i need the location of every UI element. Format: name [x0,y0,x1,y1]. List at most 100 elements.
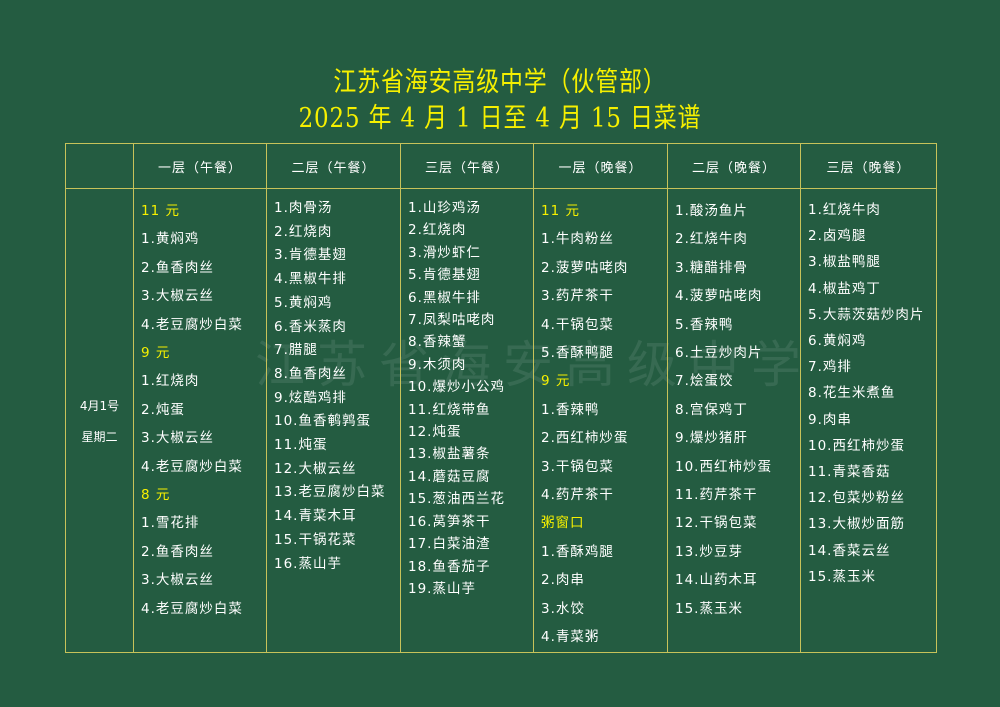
menu-item: 5.黄焖鸡 [274,294,333,311]
menu-item: 12.大椒云丝 [274,460,357,477]
menu-item: 7.烩蛋饺 [675,373,734,390]
menu-item: 18.鱼香茄子 [408,558,491,575]
menu-item: 11.红烧带鱼 [408,401,491,418]
header-floor3-lunch: 三层（午餐） [400,143,534,189]
menu-item: 4.菠萝咕咾肉 [675,288,763,305]
menu-item: 15.葱油西兰花 [408,491,505,508]
menu-item: 7.凤梨咕咾肉 [408,312,496,329]
menu-item: 1.黄焖鸡 [141,231,200,248]
menu-column: 1.山珍鸡汤 2.红烧肉 3.滑炒虾仁 5.肯德基翅 6.黑椒牛排 7.凤梨咕咾肉 8.香辣… [400,188,534,653]
menu-item: 16.蒸山芋 [274,555,342,572]
menu-item: 1.雪花排 [141,515,200,532]
menu-item: 1.肉骨汤 [274,200,333,216]
menu-item: 10.鱼香鹌鹑蛋 [274,413,371,430]
menu-item: 19.蒸山芋 [408,580,476,597]
menu-item: 10.西红柿炒蛋 [675,458,772,475]
menu-column: 11 元 1.牛肉粉丝 2.菠萝咕咾肉 3.药芹茶干 4.干锅包菜 5.香酥鸭腿 9 元 1.… [533,188,668,653]
menu-item: 3.大椒云丝 [141,572,214,589]
menu-item: 2.肉串 [541,572,585,589]
header-floor1-dinner: 一层（晚餐） [533,143,668,189]
menu-item: 12.包菜炒粉丝 [808,490,905,507]
menu-item: 1.香酥鸡腿 [541,543,614,560]
menu-item: 13.老豆腐炒白菜 [274,484,386,501]
menu-item: 4.老豆腐炒白菜 [141,600,243,617]
menu-item: 4.药芹茶干 [541,487,614,504]
menu-item: 7.腊腿 [274,342,318,359]
menu-item: 2.炖蛋 [141,401,185,418]
day-date: 4月1号 [79,398,120,413]
price-heading: 粥窗口 [541,515,585,532]
day-row: 4月1号 星期二 11 元 1.黄焖鸡 2.鱼香肉丝 3.大椒云丝 4.老豆腐炒白菜 9 … [65,188,937,653]
menu-item: 3.肯德基翅 [274,247,347,264]
menu-item: 8.鱼香肉丝 [274,365,347,382]
header-floor3-dinner: 三层（晚餐） [800,143,937,189]
menu-item: 8.香辣蟹 [408,334,467,351]
menu-table: 一层（午餐） 二层（午餐） 三层（午餐） 一层（晚餐） 二层（晚餐） 三层（晚餐… [65,143,937,653]
header-floor2-lunch: 二层（午餐） [266,143,401,189]
day-cell: 4月1号 星期二 [65,188,134,653]
header-blank [65,143,134,189]
menu-item: 4.老豆腐炒白菜 [141,458,243,475]
title-school: 江苏省海安高级中学（伙管部） [333,67,667,98]
menu-item: 1.酸汤鱼片 [675,203,748,219]
menu-item: 2.西红柿炒蛋 [541,430,629,447]
menu-item: 17.白菜油渣 [408,536,491,553]
menu-item: 1.香辣鸭 [541,401,600,418]
menu-item: 4.黑椒牛排 [274,271,347,288]
price-heading: 9 元 [141,345,171,362]
menu-item: 5.肯德基翅 [408,267,481,284]
menu-item: 3.滑炒虾仁 [408,244,481,261]
menu-item: 4.椒盐鸡丁 [808,280,881,297]
menu-item: 14.香菜云丝 [808,542,891,559]
menu-item: 10.西红柿炒蛋 [808,437,905,454]
menu-item: 5.大蒜茨菇炒肉片 [808,306,925,323]
menu-item: 9.肉串 [808,411,852,428]
header-row: 一层（午餐） 二层（午餐） 三层（午餐） 一层（晚餐） 二层（晚餐） 三层（晚餐… [65,143,937,189]
menu-item: 8.花生米煮鱼 [808,385,896,402]
menu-item: 4.老豆腐炒白菜 [141,316,243,333]
menu-item: 4.青菜粥 [541,629,600,646]
price-heading: 9 元 [541,373,571,390]
menu-item: 9.炫酷鸡排 [274,389,347,406]
menu-item: 12.干锅包菜 [675,515,758,532]
menu-item: 3.大椒云丝 [141,430,214,447]
menu-item: 14.蘑菇豆腐 [408,468,491,485]
menu-item: 1.红烧牛肉 [808,202,881,218]
menu-item: 9.爆炒猪肝 [675,430,748,447]
menu-item: 13.椒盐薯条 [408,446,491,463]
menu-item: 3.椒盐鸭腿 [808,254,881,271]
menu-item: 2.红烧肉 [408,222,467,239]
price-heading: 11 元 [541,203,580,219]
menu-item: 11.药芹茶干 [675,487,758,504]
menu-item: 3.水饺 [541,600,585,617]
menu-item: 13.大椒炒面筋 [808,516,905,533]
menu-item: 2.鱼香肉丝 [141,543,214,560]
menu-column: 11 元 1.黄焖鸡 2.鱼香肉丝 3.大椒云丝 4.老豆腐炒白菜 9 元 1.红烧肉 2.炖… [133,188,267,653]
menu-item: 3.糖醋排骨 [675,259,748,276]
menu-item: 6.土豆炒肉片 [675,345,763,362]
menu-item: 5.香酥鸭腿 [541,345,614,362]
menu-item: 3.药芹茶干 [541,288,614,305]
day-weekday: 星期二 [81,429,118,444]
menu-item: 16.莴笋茶干 [408,513,491,530]
menu-item: 4.干锅包菜 [541,316,614,333]
menu-item: 11.青菜香菇 [808,464,891,481]
menu-column: 1.肉骨汤 2.红烧肉 3.肯德基翅 4.黑椒牛排 5.黄焖鸡 6.香米蒸肉 7.腊腿 8.鱼… [266,188,401,653]
menu-item: 2.红烧肉 [274,223,333,240]
menu-item: 13.炒豆芽 [675,543,743,560]
menu-item: 6.黑椒牛排 [408,289,481,306]
header-floor1-lunch: 一层（午餐） [133,143,267,189]
menu-item: 1.山珍鸡汤 [408,200,481,216]
menu-item: 2.菠萝咕咾肉 [541,259,629,276]
price-heading: 8 元 [141,487,171,504]
menu-item: 3.大椒云丝 [141,288,214,305]
menu-item: 2.鱼香肉丝 [141,259,214,276]
menu-item: 10.爆炒小公鸡 [408,379,505,396]
menu-item: 2.卤鸡腿 [808,228,867,245]
price-heading: 11 元 [141,203,180,219]
menu-item: 1.红烧肉 [141,373,200,390]
menu-item: 1.牛肉粉丝 [541,231,614,248]
menu-item: 15.干锅花菜 [274,531,357,548]
menu-item: 14.青菜木耳 [274,508,357,525]
header-floor2-dinner: 二层（晚餐） [667,143,801,189]
